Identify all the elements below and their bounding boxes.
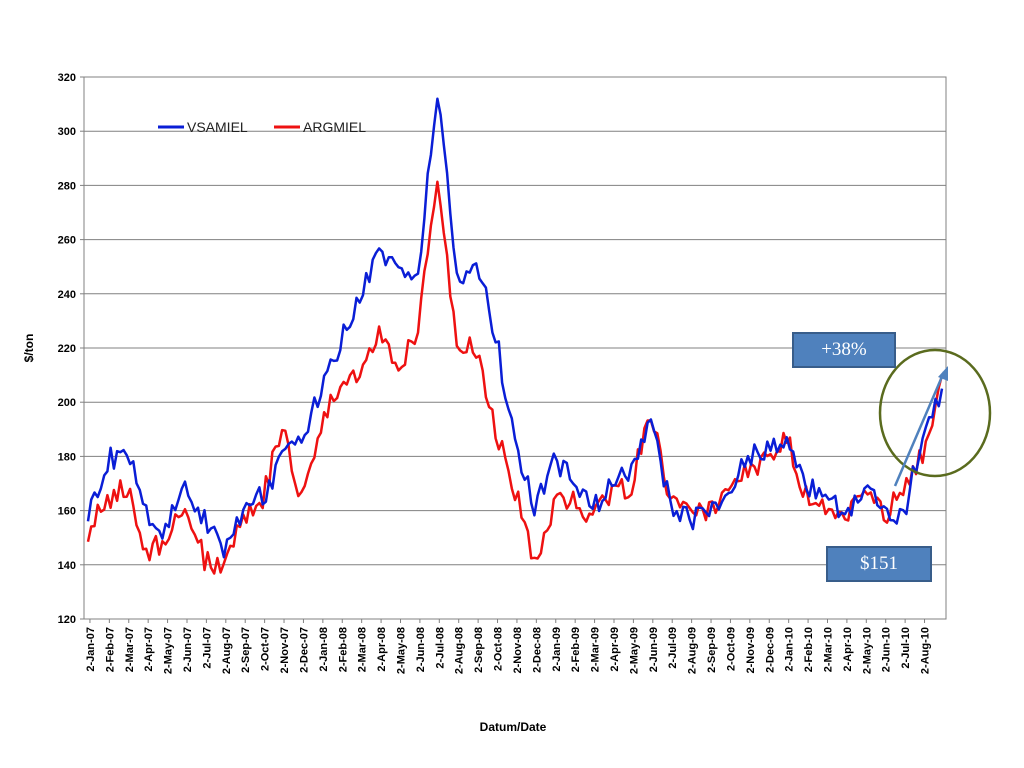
x-tick-label: 2-Mar-09 <box>590 627 602 672</box>
x-tick-label: 2-Nov-07 <box>279 627 291 673</box>
legend-label-argmiel: ARGMIEL <box>303 119 366 135</box>
y-tick-label: 240 <box>58 289 76 301</box>
percent-change-callout: +38% <box>792 332 896 368</box>
x-tick-label: 2-Sep-08 <box>473 627 485 673</box>
trend-arrow <box>893 371 946 487</box>
x-tick-label: 2-Jul-09 <box>667 627 679 669</box>
y-tick-label: 220 <box>58 343 76 355</box>
x-tick-label: 2-Apr-09 <box>609 627 621 672</box>
x-tick-label: 2-Sep-07 <box>240 627 252 673</box>
x-tick-label: 2-Jul-08 <box>434 627 446 669</box>
x-tick-label: 2-Oct-07 <box>260 627 272 671</box>
x-axis-title: Datum/Date <box>480 720 547 734</box>
x-tick-label: 2-Nov-09 <box>745 627 757 673</box>
x-tick-label: 2-Aug-07 <box>221 627 233 674</box>
y-tick-label: 200 <box>58 397 76 409</box>
x-tick-label: 2-Jun-10 <box>881 627 893 672</box>
x-tick-label: 2-Jun-09 <box>648 627 660 672</box>
x-tick-label: 2-Jan-09 <box>551 627 563 672</box>
x-tick-label: 2-Mar-10 <box>822 627 834 672</box>
x-tick-label: 2-Feb-09 <box>570 627 582 672</box>
series-line-argmiel <box>86 180 944 575</box>
x-tick-label: 2-Jul-10 <box>900 627 912 669</box>
x-tick-label: 2-May-09 <box>628 627 640 674</box>
y-tick-label: 320 <box>58 72 76 84</box>
x-tick-label: 2-Feb-08 <box>337 627 349 672</box>
x-tick-label: 2-Apr-10 <box>842 627 854 672</box>
highlight-ellipse <box>878 348 992 478</box>
x-tick-label: 2-Apr-07 <box>143 627 155 672</box>
series-lines <box>86 97 944 575</box>
trend-arrow-head <box>938 366 948 381</box>
series-line-vsamiel <box>86 97 944 559</box>
y-tick-labels: 120 140 160 180 200 220 240 260 280 300 320 <box>58 72 76 626</box>
x-tick-label: 2-Dec-09 <box>764 627 776 673</box>
x-tick-label: 2-Nov-08 <box>512 627 524 673</box>
y-tick-label: 140 <box>58 560 76 572</box>
x-tick-label: 2-Apr-08 <box>376 627 388 672</box>
x-tick-label: 2-Dec-08 <box>531 627 543 673</box>
x-tick-label: 2-Mar-08 <box>357 627 369 672</box>
x-tick-label: 2-Jun-08 <box>415 627 427 672</box>
legend-label-vsamiel: VSAMIEL <box>187 119 248 135</box>
x-tick-label: 2-May-10 <box>861 627 873 674</box>
x-tick-label: 2-Jul-07 <box>201 627 213 669</box>
x-tick-label: 2-Aug-09 <box>687 627 699 674</box>
gridlines <box>80 76 946 620</box>
x-tick-label: 2-Oct-08 <box>493 627 505 671</box>
x-tick-label: 2-May-07 <box>163 627 175 674</box>
x-tick-labels: 2-Jan-07 2-Feb-07 2-Mar-07 2-Apr-07 2-May-07… <box>85 619 932 674</box>
x-tick-label: 2-Jan-07 <box>85 627 97 672</box>
y-tick-label: 180 <box>58 451 76 463</box>
y-axis-title: $/ton <box>22 334 36 363</box>
x-tick-label: 2-Aug-08 <box>454 627 466 674</box>
y-tick-label: 280 <box>58 180 76 192</box>
x-tick-label: 2-Oct-09 <box>725 627 737 671</box>
x-tick-label: 2-Dec-07 <box>298 627 310 673</box>
x-tick-label: 2-Feb-07 <box>104 627 116 672</box>
x-tick-label: 2-Jan-10 <box>784 627 796 672</box>
y-tick-label: 300 <box>58 126 76 138</box>
y-tick-label: 120 <box>58 614 76 626</box>
x-tick-label: 2-Mar-07 <box>124 627 136 672</box>
x-tick-label: 2-Jan-08 <box>318 627 330 672</box>
x-tick-label: 2-May-08 <box>395 627 407 674</box>
x-tick-label: 2-Sep-09 <box>706 627 718 673</box>
x-tick-label: 2-Aug-10 <box>920 627 932 674</box>
low-price-callout: $151 <box>826 546 932 582</box>
legend: VSAMIEL ARGMIEL <box>158 119 366 135</box>
y-tick-label: 160 <box>58 506 76 518</box>
x-tick-label: 2-Jun-07 <box>182 627 194 672</box>
y-tick-label: 260 <box>58 235 76 247</box>
x-tick-label: 2-Feb-10 <box>803 627 815 672</box>
